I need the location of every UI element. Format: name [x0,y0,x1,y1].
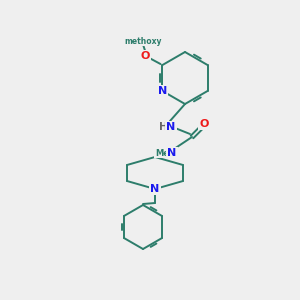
Text: Me: Me [155,148,169,158]
Text: methoxy: methoxy [125,37,162,46]
Text: N: N [167,122,176,132]
Text: N: N [150,184,160,194]
Text: H: H [159,122,167,132]
Text: N: N [158,86,167,96]
Text: O: O [141,51,150,61]
Text: N: N [167,148,177,158]
Text: O: O [199,119,209,129]
